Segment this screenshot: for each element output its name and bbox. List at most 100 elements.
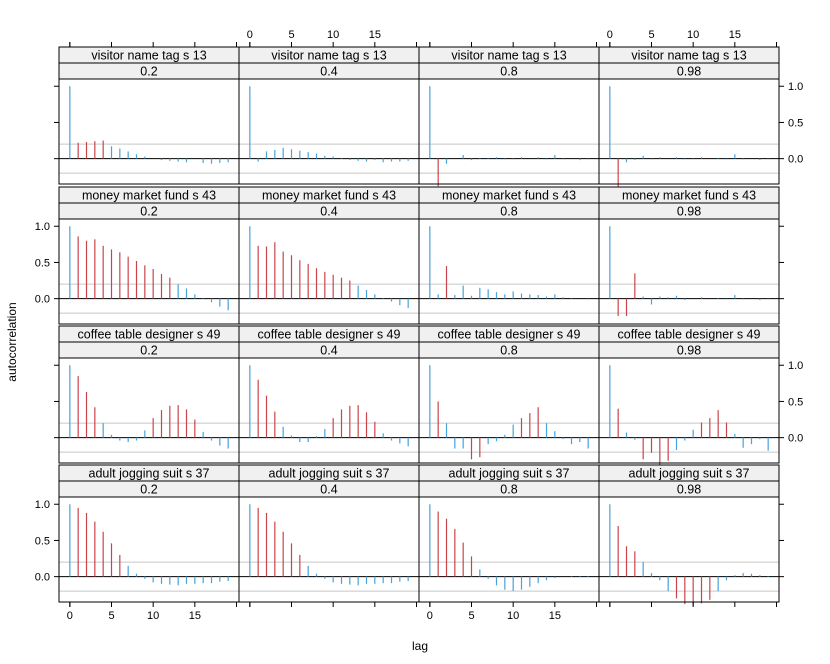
strip-parameter bbox=[59, 63, 239, 79]
y-tick-label-left: 1.0 bbox=[35, 221, 50, 233]
strip-parameter bbox=[239, 481, 419, 497]
strip-series bbox=[419, 326, 599, 342]
panel-frame bbox=[598, 325, 780, 464]
strip-series-label: adult jogging suit s 37 bbox=[449, 467, 570, 481]
strip-series bbox=[239, 326, 419, 342]
panel-r3-c4: coffee table designer s 49 0.98 bbox=[598, 325, 780, 466]
strip-parameter bbox=[419, 63, 599, 79]
x-tick-label-bottom: 10 bbox=[147, 610, 159, 622]
strip-parameter bbox=[599, 203, 779, 219]
panel-frame bbox=[598, 186, 780, 325]
y-tick-label-right: 0.0 bbox=[788, 433, 803, 445]
strip-parameter-label: 0.8 bbox=[500, 483, 517, 497]
x-tick-label-top: 10 bbox=[327, 29, 339, 41]
strip-parameter-label: 0.4 bbox=[320, 344, 337, 358]
x-tick-label-bottom: 5 bbox=[108, 610, 114, 622]
strip-parameter-label: 0.8 bbox=[500, 205, 517, 219]
strip-parameter-label: 0.4 bbox=[320, 65, 337, 79]
strip-series bbox=[599, 187, 779, 203]
strip-parameter-label: 0.98 bbox=[677, 344, 701, 358]
panel-frame bbox=[598, 46, 780, 185]
strip-parameter-label: 0.2 bbox=[140, 483, 157, 497]
axes-layer: 0 5 10 15 0 5 10 15 0 5 10 15 0 5 10 15 0.0 0.5 1.0 0.0 0.5 1… bbox=[35, 29, 804, 622]
x-axis-label: lag bbox=[412, 639, 428, 653]
strip-parameter bbox=[239, 203, 419, 219]
x-tick-label-bottom: 0 bbox=[67, 610, 73, 622]
strip-parameter bbox=[239, 342, 419, 358]
y-tick-label-left: 0.0 bbox=[35, 572, 50, 584]
strip-series-label: visitor name tag s 13 bbox=[451, 49, 566, 63]
strip-series-label: visitor name tag s 13 bbox=[271, 49, 386, 63]
strip-series-label: money market fund s 43 bbox=[82, 189, 216, 203]
strip-parameter bbox=[599, 63, 779, 79]
panel-r4-c1: adult jogging suit s 37 0.2 bbox=[58, 464, 240, 603]
y-tick-label-left: 0.5 bbox=[35, 535, 50, 547]
strip-parameter-label: 0.98 bbox=[677, 65, 701, 79]
panel-r1-c3: visitor name tag s 13 0.8 bbox=[418, 46, 600, 187]
x-tick-label-top: 0 bbox=[607, 29, 613, 41]
strip-series-label: coffee table designer s 49 bbox=[78, 328, 221, 342]
strip-parameter bbox=[599, 342, 779, 358]
x-tick-label-top: 5 bbox=[288, 29, 294, 41]
strip-series bbox=[59, 326, 239, 342]
y-tick-label-right: 0.5 bbox=[788, 117, 803, 129]
panel-r1-c1: visitor name tag s 13 0.2 bbox=[58, 46, 240, 185]
y-axis-label: autocorrelation bbox=[5, 302, 19, 381]
strip-series-label: money market fund s 43 bbox=[622, 189, 756, 203]
strip-series bbox=[59, 465, 239, 481]
strip-parameter-label: 0.4 bbox=[320, 205, 337, 219]
x-tick-label-top: 15 bbox=[729, 29, 741, 41]
y-tick-label-left: 0.5 bbox=[35, 257, 50, 269]
x-tick-label-bottom: 15 bbox=[549, 610, 561, 622]
strip-parameter-label: 0.8 bbox=[500, 65, 517, 79]
strip-series bbox=[419, 47, 599, 63]
strip-series bbox=[239, 465, 419, 481]
strip-parameter bbox=[419, 203, 599, 219]
strip-parameter bbox=[59, 203, 239, 219]
strip-series-label: money market fund s 43 bbox=[262, 189, 396, 203]
strip-parameter-label: 0.4 bbox=[320, 483, 337, 497]
x-tick-label-bottom: 0 bbox=[427, 610, 433, 622]
strip-series-label: coffee table designer s 49 bbox=[618, 328, 761, 342]
x-tick-label-bottom: 10 bbox=[507, 610, 519, 622]
panel-r2-c2: money market fund s 43 0.4 bbox=[238, 186, 420, 325]
strip-parameter-label: 0.2 bbox=[140, 205, 157, 219]
y-tick-label-right: 1.0 bbox=[788, 81, 803, 93]
x-tick-label-bottom: 15 bbox=[189, 610, 201, 622]
strip-series bbox=[59, 47, 239, 63]
strip-series-label: visitor name tag s 13 bbox=[91, 49, 206, 63]
panel-frame bbox=[598, 464, 780, 603]
strip-series-label: adult jogging suit s 37 bbox=[629, 467, 750, 481]
strip-parameter-label: 0.98 bbox=[677, 205, 701, 219]
x-tick-label-top: 10 bbox=[687, 29, 699, 41]
strip-series-label: coffee table designer s 49 bbox=[258, 328, 401, 342]
strip-parameter-label: 0.8 bbox=[500, 344, 517, 358]
x-tick-label-top: 5 bbox=[648, 29, 654, 41]
strip-parameter bbox=[239, 63, 419, 79]
strip-series-label: visitor name tag s 13 bbox=[631, 49, 746, 63]
strip-parameter bbox=[419, 342, 599, 358]
panel-r4-c3: adult jogging suit s 37 0.8 bbox=[418, 464, 600, 603]
y-tick-label-left: 1.0 bbox=[35, 499, 50, 511]
y-tick-label-left: 0.0 bbox=[35, 294, 50, 306]
strip-series bbox=[419, 187, 599, 203]
strip-parameter bbox=[59, 481, 239, 497]
strip-parameter bbox=[419, 481, 599, 497]
panel-r4-c4: adult jogging suit s 37 0.98 bbox=[598, 464, 780, 606]
panel-r3-c2: coffee table designer s 49 0.4 bbox=[238, 325, 420, 464]
panel-r4-c2: adult jogging suit s 37 0.4 bbox=[238, 464, 420, 603]
x-tick-label-bottom: 5 bbox=[468, 610, 474, 622]
strip-parameter bbox=[59, 342, 239, 358]
panel-r3-c3: coffee table designer s 49 0.8 bbox=[418, 325, 600, 464]
y-tick-label-right: 0.5 bbox=[788, 396, 803, 408]
strip-series bbox=[239, 47, 419, 63]
y-tick-label-right: 0.0 bbox=[788, 154, 803, 166]
strip-series bbox=[599, 47, 779, 63]
panel-r2-c4: money market fund s 43 0.98 bbox=[598, 186, 780, 325]
panel-r2-c1: money market fund s 43 0.2 bbox=[58, 186, 240, 325]
strip-series-label: adult jogging suit s 37 bbox=[269, 467, 390, 481]
strip-series-label: money market fund s 43 bbox=[442, 189, 576, 203]
x-tick-label-top: 0 bbox=[247, 29, 253, 41]
strip-series bbox=[59, 187, 239, 203]
